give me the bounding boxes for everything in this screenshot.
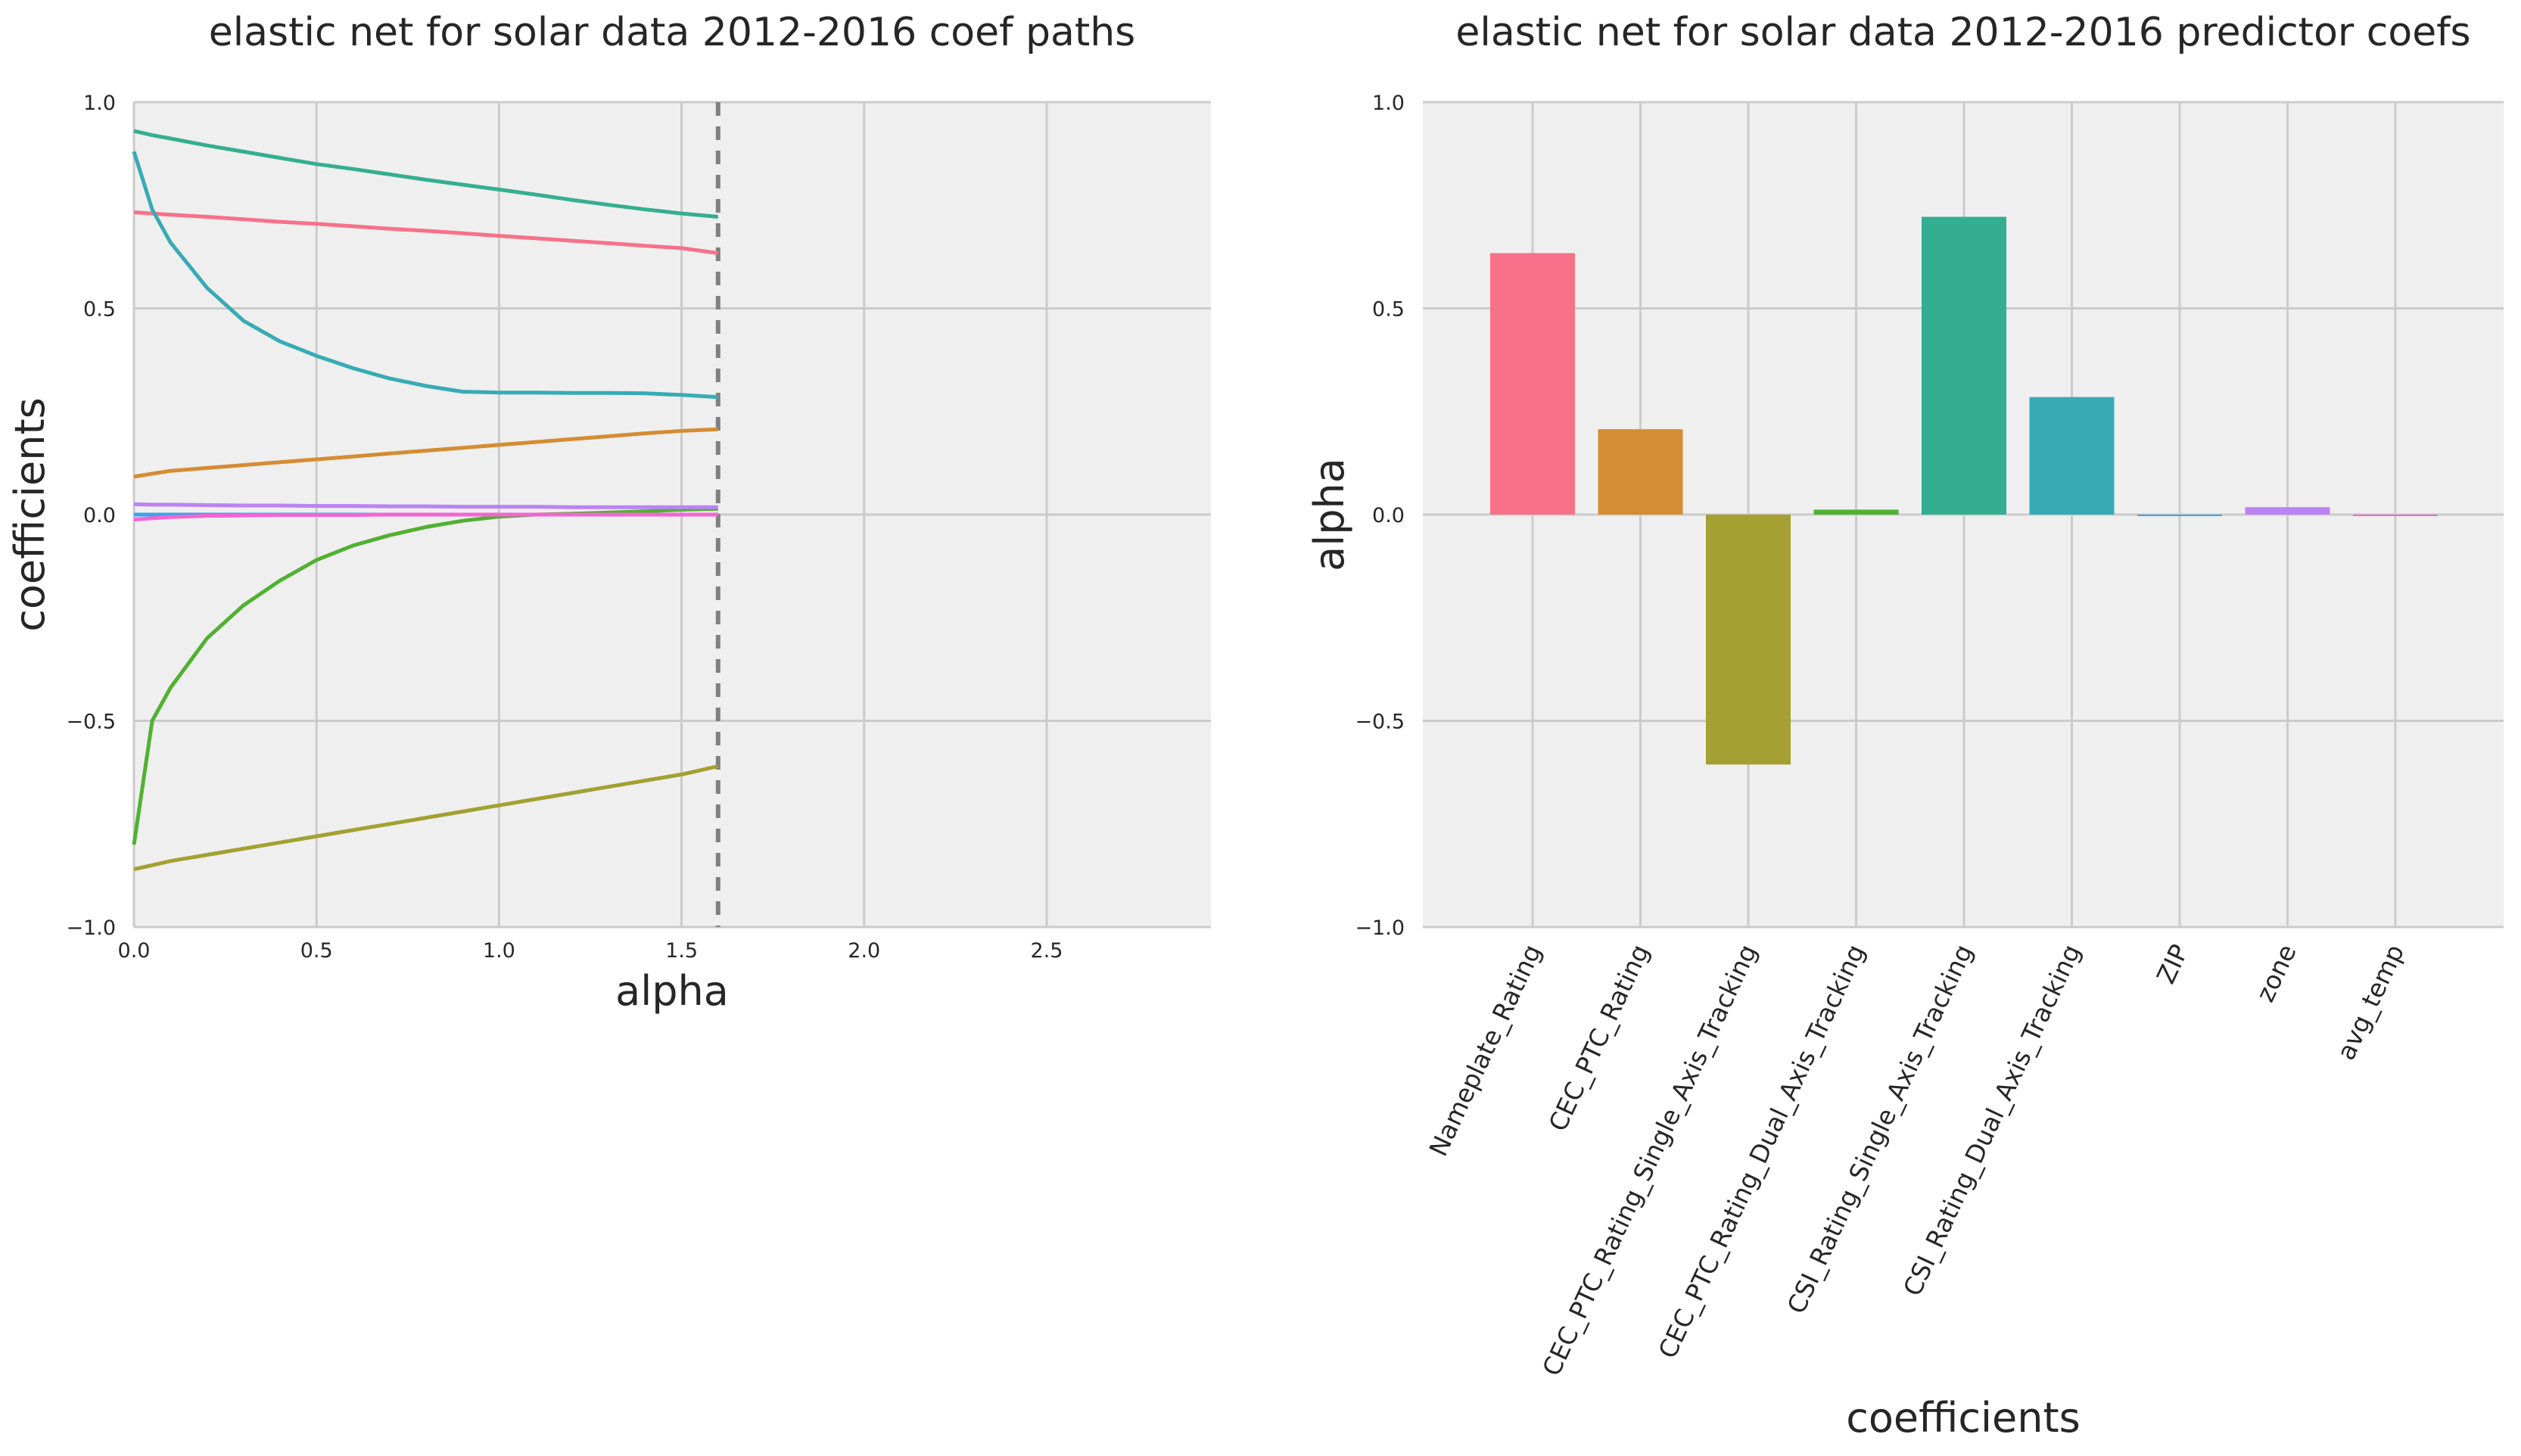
y-tick-labels: 1.0 0.5 0.0 −0.5 −1.0 [1355,92,1405,940]
x-tick-label: 0.0 [118,939,151,963]
y-tick-labels: 1.0 0.5 0.0 −0.5 −1.0 [66,92,116,940]
bar [2137,515,2222,516]
bar [1813,509,1899,515]
y-tick-label: 1.0 [1372,92,1405,115]
y-tick-label: 0.5 [1372,298,1405,322]
bar [1490,253,1575,515]
chart-title: elastic net for solar data 2012-2016 coe… [209,10,1136,55]
x-tick-labels: 0.0 0.5 1.0 1.5 2.0 2.5 [118,939,1063,963]
y-axis-label: coefficients [6,397,54,632]
predictor-coefs-panel: 1.00.50.0−0.5−1.0 Nameplate_RatingCEC_PT… [1306,10,2504,1442]
coef-bars [1490,216,2438,765]
coef-path-lines [132,129,719,872]
bar [1706,515,1791,765]
x-tick-label: 1.5 [665,939,698,963]
x-tick-label: 1.0 [483,939,515,963]
category-label: ZIP [2151,940,2194,988]
y-tick-label: 0.0 [83,504,116,527]
coef-paths-panel: 1.0 0.5 0.0 −0.5 −1.0 0.0 0.5 1.0 1.5 2.0 2.5 ela… [6,10,1211,1015]
x-axis-label: alpha [615,967,729,1015]
y-tick-label: 0.0 [1372,504,1405,527]
bar [2245,507,2330,515]
category-label: zone [2250,940,2302,1006]
series-line [132,506,718,845]
bar [1922,216,2006,515]
series-line [133,210,719,255]
category-label: Nameplate_Rating [1423,940,1547,1161]
category-label: CSI_Rating_Single_Axis_Tracking [1781,940,1978,1318]
bar [1598,429,1683,515]
y-tick-label: −0.5 [1355,711,1405,734]
category-labels: Nameplate_RatingCEC_PTC_RatingCEC_PTC_Ra… [1423,940,2410,1380]
series-line [133,502,718,509]
y-tick-label: −0.5 [66,711,116,734]
chart-title: elastic net for solar data 2012-2016 pre… [1455,10,2470,55]
series-line [133,764,719,872]
category-label: CSI_Rating_Dual_Axis_Tracking [1897,940,2087,1301]
category-label: CEC_PTC_Rating [1542,940,1654,1136]
x-tick-label: 0.5 [300,939,333,963]
bar [2353,515,2438,516]
x-tick-label: 2.5 [1030,939,1063,963]
x-axis-label: coefficients [1846,1394,2081,1442]
category-label: avg_temp [2331,940,2410,1065]
series-line [132,151,718,400]
series-line [133,512,718,521]
x-tick-label: 2.0 [848,939,880,963]
y-tick-label: −1.0 [66,916,116,940]
series-line [133,129,719,219]
series-line [133,427,718,479]
y-tick-label: −1.0 [1355,916,1405,940]
category-label: CEC_PTC_Rating_Dual_Axis_Tracking [1652,940,1870,1363]
y-tick-label: 1.0 [83,92,116,115]
y-axis-label: alpha [1306,458,1353,571]
bar [2029,397,2115,515]
y-tick-label: 0.5 [83,298,116,322]
category-label: CEC_PTC_Rating_Single_Axis_Tracking [1536,940,1763,1380]
